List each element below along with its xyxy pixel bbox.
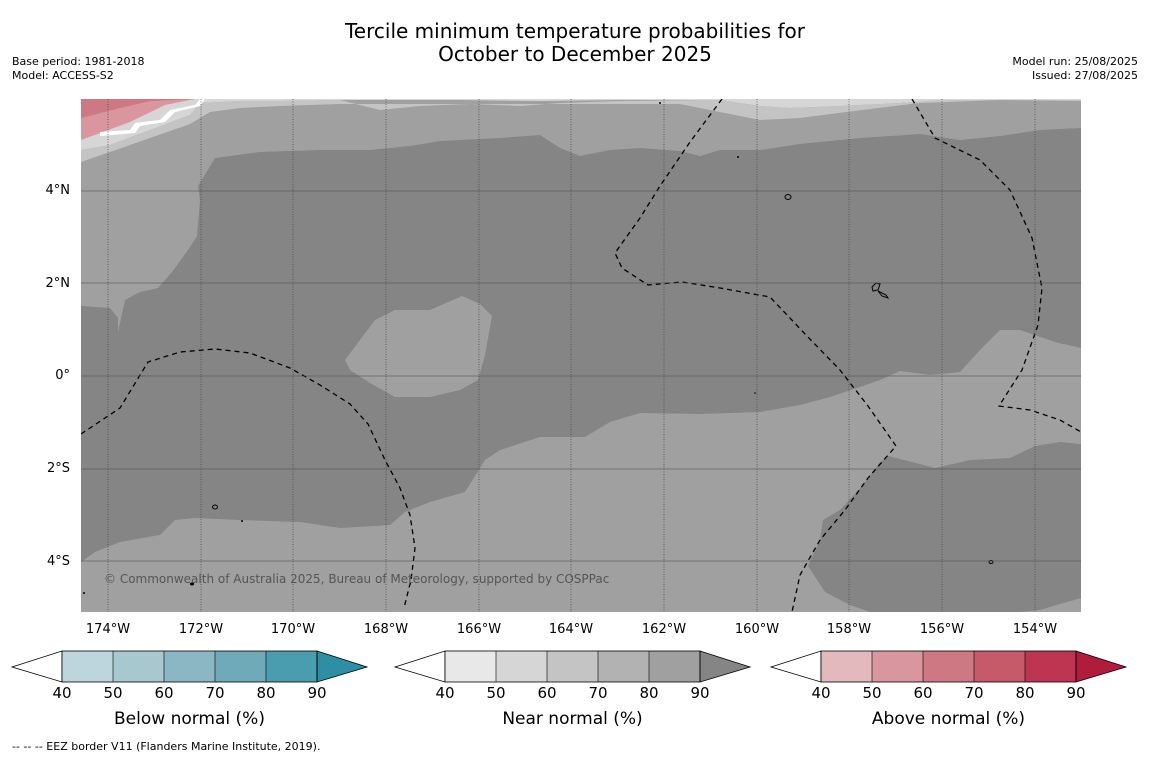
island: [784, 194, 792, 200]
eez-border-west: [81, 348, 416, 609]
lon-label: 170°W: [270, 622, 316, 637]
lon-label: 160°W: [734, 622, 780, 637]
title-line-2: October to December 2025: [438, 42, 712, 66]
colorbar-near-normal: [393, 650, 752, 683]
eez-border-central: [614, 99, 897, 612]
meta-right: Model run: 25/08/2025 Issued: 27/08/2025: [1012, 55, 1138, 83]
colorbar-tick: 60: [154, 684, 174, 702]
colorbar-tick: 60: [537, 684, 557, 702]
lat-label: 4°S: [46, 554, 70, 569]
eez-border-legend: -- -- -- EEZ border V11 (Flanders Marine…: [12, 740, 321, 753]
colorbar-tick: 40: [435, 684, 455, 702]
lon-label: 158°W: [826, 622, 872, 637]
colorbar-title-below-normal: Below normal (%): [114, 709, 265, 729]
colorbar-tick: 60: [913, 684, 933, 702]
region-near-normal-50-60: [81, 99, 1081, 150]
region-near-normal-80-90: [81, 128, 1081, 562]
lon-label: 162°W: [641, 622, 687, 637]
model-run: Model run: 25/08/2025: [1012, 55, 1138, 68]
copyright-notice: © Commonwealth of Australia 2025, Bureau…: [104, 572, 610, 586]
region-near-normal-70-80-central: [345, 296, 492, 397]
island: [871, 282, 890, 299]
colorbar-tick: 90: [1066, 684, 1086, 702]
colorbar-title-above-normal: Above normal (%): [871, 709, 1026, 729]
colorbar-title-near-normal: Near normal (%): [502, 709, 643, 729]
lon-label: 166°W: [456, 622, 502, 637]
colorbar-tick: 70: [205, 684, 225, 702]
island: [212, 504, 218, 510]
title-line-1: Tercile minimum temperature probabilitie…: [344, 19, 806, 43]
colorbar-below-normal: [10, 650, 369, 683]
lon-label: 172°W: [178, 622, 224, 637]
colorbar-tick: 40: [52, 684, 72, 702]
lat-label: 2°N: [45, 276, 71, 291]
colorbar-tick: 50: [862, 684, 882, 702]
lon-label: 164°W: [548, 622, 594, 637]
chart-title: Tercile minimum temperature probabilitie…: [0, 20, 1150, 66]
region-above-normal-60-70: [81, 99, 195, 118]
colorbar-tick: 40: [811, 684, 831, 702]
colorbar-tick: 90: [307, 684, 327, 702]
colorbar-tick: 50: [486, 684, 506, 702]
colorbar-tick: 70: [964, 684, 984, 702]
colorbar-tick: 90: [690, 684, 710, 702]
meta-left: Base period: 1981-2018 Model: ACCESS-S2: [12, 55, 144, 83]
colorbar-tick: 80: [639, 684, 659, 702]
colorbar-tick: 70: [588, 684, 608, 702]
model-name: Model: ACCESS-S2: [12, 69, 114, 82]
base-period: Base period: 1981-2018: [12, 55, 145, 68]
issued-date: Issued: 27/08/2025: [1031, 69, 1138, 82]
colorbar-tick: 50: [103, 684, 123, 702]
colorbar-above-normal: [769, 650, 1128, 683]
lat-label: 4°N: [45, 183, 71, 198]
lon-label: 174°W: [85, 622, 131, 637]
colorbar-tick: 80: [256, 684, 276, 702]
lon-label: 154°W: [1012, 622, 1058, 637]
lat-label: 2°S: [46, 461, 70, 476]
lon-label: 168°W: [363, 622, 409, 637]
lat-label: 0°: [55, 368, 70, 383]
lon-label: 156°W: [919, 622, 965, 637]
colorbar-tick: 80: [1015, 684, 1035, 702]
